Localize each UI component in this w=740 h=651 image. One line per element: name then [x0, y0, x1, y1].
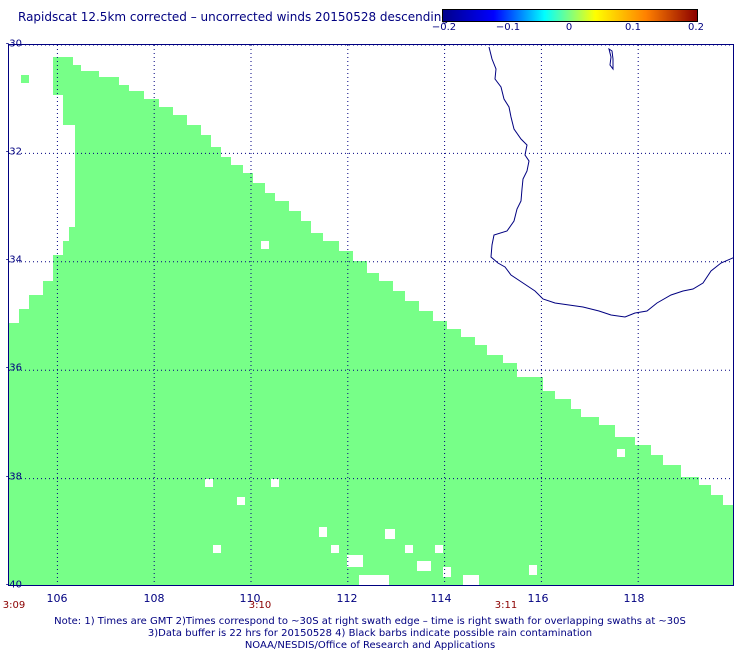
map-plot-area	[8, 44, 734, 586]
swath-pixel	[21, 75, 29, 83]
colorbar-tick-label: −0.2	[431, 22, 457, 33]
missing-data-cell	[359, 575, 389, 585]
wind-swath	[9, 57, 733, 585]
missing-data-cell	[529, 565, 537, 575]
lat-tick-label: -30	[5, 38, 22, 50]
lat-tick-label: -32	[5, 146, 22, 158]
footnote-line-2: 3)Data buffer is 22 hrs for 20150528 4) …	[147, 628, 593, 639]
map-title: Rapidscat 12.5km corrected – uncorrected…	[18, 10, 449, 24]
missing-data-cell	[271, 479, 279, 487]
missing-data-cell	[443, 567, 451, 577]
pass-time-label: 3:09	[2, 600, 26, 611]
missing-data-cell	[237, 497, 245, 505]
lon-tick-label: 114	[430, 592, 452, 605]
pass-time-label: 3:10	[248, 600, 272, 611]
lon-tick-label: 112	[336, 592, 358, 605]
missing-data-cell	[331, 545, 339, 553]
swath-region	[9, 57, 733, 585]
missing-data-cell	[417, 561, 431, 571]
island-outline	[608, 47, 614, 71]
footnote-line-1: Note: 1) Times are GMT 2)Times correspon…	[54, 616, 686, 627]
missing-data-cell	[347, 555, 363, 567]
coastline	[488, 46, 733, 318]
missing-data-cell	[405, 545, 413, 553]
pass-time-label: 3:11	[494, 600, 518, 611]
missing-data-cell	[213, 545, 221, 553]
colorbar	[442, 9, 698, 22]
lat-tick-label: -34	[5, 254, 22, 266]
lon-tick-label: 106	[46, 592, 68, 605]
lat-tick-label: -40	[5, 579, 22, 591]
missing-data-cell	[617, 449, 625, 457]
colorbar-tick-label: 0.1	[625, 22, 641, 33]
colorbar-tick-label: 0	[565, 22, 573, 33]
lat-tick-label: -36	[5, 362, 22, 374]
map-canvas	[9, 45, 733, 585]
lon-tick-label: 108	[143, 592, 165, 605]
lon-tick-label: 116	[527, 592, 549, 605]
missing-data-cell	[261, 241, 269, 249]
lat-tick-label: -38	[5, 471, 22, 483]
lon-tick-label: 110	[239, 592, 261, 605]
colorbar-tick-label: −0.1	[495, 22, 521, 33]
missing-data-cell	[385, 529, 395, 539]
missing-data-cell	[435, 545, 443, 553]
missing-data-cell	[463, 575, 479, 585]
missing-data-cell	[319, 527, 327, 537]
footnote-credit: NOAA/NESDIS/Office of Research and Appli…	[244, 640, 496, 651]
lat-lon-grid	[9, 45, 733, 585]
colorbar-tick-label: 0.2	[688, 22, 704, 33]
lon-tick-label: 118	[623, 592, 645, 605]
missing-data-cell	[205, 479, 213, 487]
